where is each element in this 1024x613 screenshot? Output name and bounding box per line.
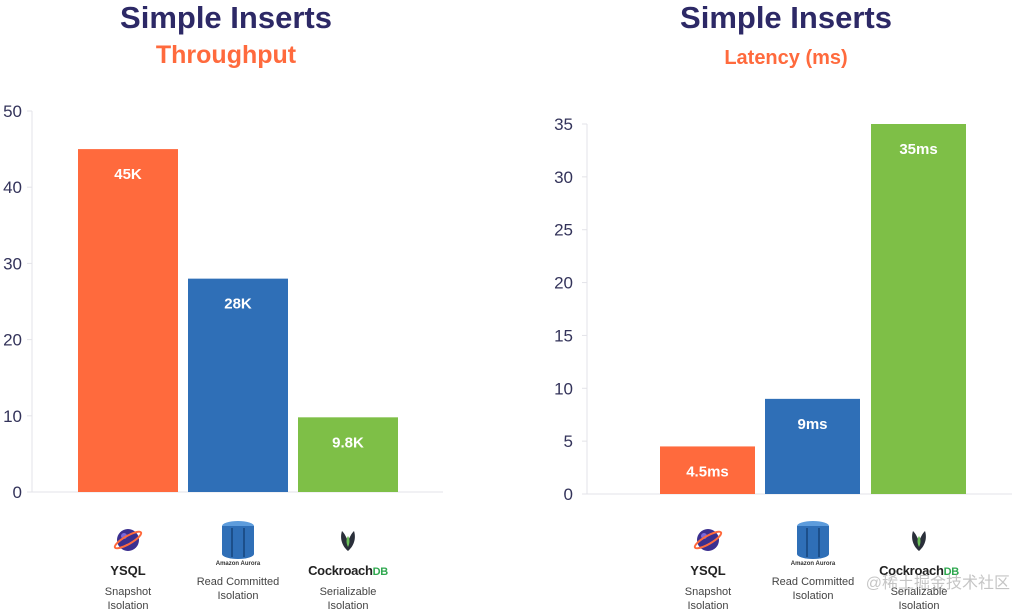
category-label: Amazon Aurora Read Committed Isolation <box>183 517 293 603</box>
category-label: Amazon Aurora Read Committed Isolation <box>758 517 868 603</box>
bar-data-label: 35ms <box>899 141 937 158</box>
category-brand: YSQL <box>690 563 726 578</box>
latency-panel: Simple Inserts Latency (ms) 0 5 10 15 20 25 30… <box>512 0 1024 612</box>
category-brand: CockroachDB <box>308 563 388 578</box>
y-tick-label: 20 <box>554 274 573 293</box>
y-tick-label: 0 <box>564 485 573 504</box>
y-tick-label: 35 <box>554 115 573 134</box>
bar-ysql <box>78 149 178 492</box>
chart-title: Simple Inserts <box>680 0 892 35</box>
ysql-planet-icon <box>653 517 763 563</box>
category-description: Read Committed Isolation <box>771 576 855 602</box>
watermark: @稀土掘金技术社区 <box>865 575 1010 592</box>
throughput-panel: Simple Inserts Throughput 0 10 20 30 40 50 45K… <box>0 0 512 612</box>
ysql-planet-icon <box>73 517 183 563</box>
category-label: YSQL Snapshot Isolation <box>73 517 183 613</box>
aurora-cylinder-icon <box>183 517 293 563</box>
category-description: Serializable Isolation <box>319 586 377 612</box>
bar-cockroachdb <box>871 124 966 494</box>
y-tick-label: 30 <box>554 168 573 187</box>
bar-data-label: 9ms <box>797 416 827 433</box>
chart-subtitle: Latency (ms) <box>724 47 848 69</box>
bar-data-label: 45K <box>114 166 142 183</box>
chart-title: Simple Inserts <box>120 0 332 35</box>
cockroach-icon <box>293 517 403 563</box>
y-tick-label: 10 <box>3 407 22 426</box>
y-tick-label: 50 <box>3 102 22 121</box>
category-brand: YSQL <box>110 563 146 578</box>
y-tick-label: 20 <box>3 331 22 350</box>
y-tick-label: 25 <box>554 221 573 240</box>
y-tick-label: 5 <box>564 432 573 451</box>
y-tick-label: 30 <box>3 254 22 273</box>
category-description: Snapshot Isolation <box>684 586 732 612</box>
chart-subtitle: Throughput <box>155 41 297 69</box>
throughput-bar-chart: 0 10 20 30 40 50 45K 28K 9.8K <box>3 102 443 502</box>
bar-data-label: 4.5ms <box>686 463 729 480</box>
bar-cockroachdb <box>298 417 398 492</box>
bar-amazon-aurora <box>765 398 860 494</box>
category-label: CockroachDB Serializable Isolation <box>293 517 403 613</box>
category-brand: Amazon Aurora <box>215 561 261 567</box>
y-tick-label: 40 <box>3 178 22 197</box>
latency-bar-chart: 0 5 10 15 20 25 30 35 4.5ms 9ms 35ms <box>554 115 1012 504</box>
y-tick-label: 15 <box>554 326 573 345</box>
category-description: Read Committed Isolation <box>196 576 280 602</box>
category-description: Snapshot Isolation <box>104 586 152 612</box>
category-brand: Amazon Aurora <box>790 561 836 567</box>
cockroach-icon <box>864 517 974 563</box>
bar-data-label: 9.8K <box>332 434 364 451</box>
category-label: CockroachDB Serializable Isolation <box>864 517 974 613</box>
bar-amazon-aurora <box>188 278 288 492</box>
bar-data-label: 28K <box>224 296 252 313</box>
y-tick-label: 0 <box>13 483 22 502</box>
bar-ysql <box>660 446 755 494</box>
y-tick-label: 10 <box>554 379 573 398</box>
category-label: YSQL Snapshot Isolation <box>653 517 763 613</box>
aurora-cylinder-icon <box>758 517 868 563</box>
category-brand: CockroachDB <box>879 563 959 578</box>
